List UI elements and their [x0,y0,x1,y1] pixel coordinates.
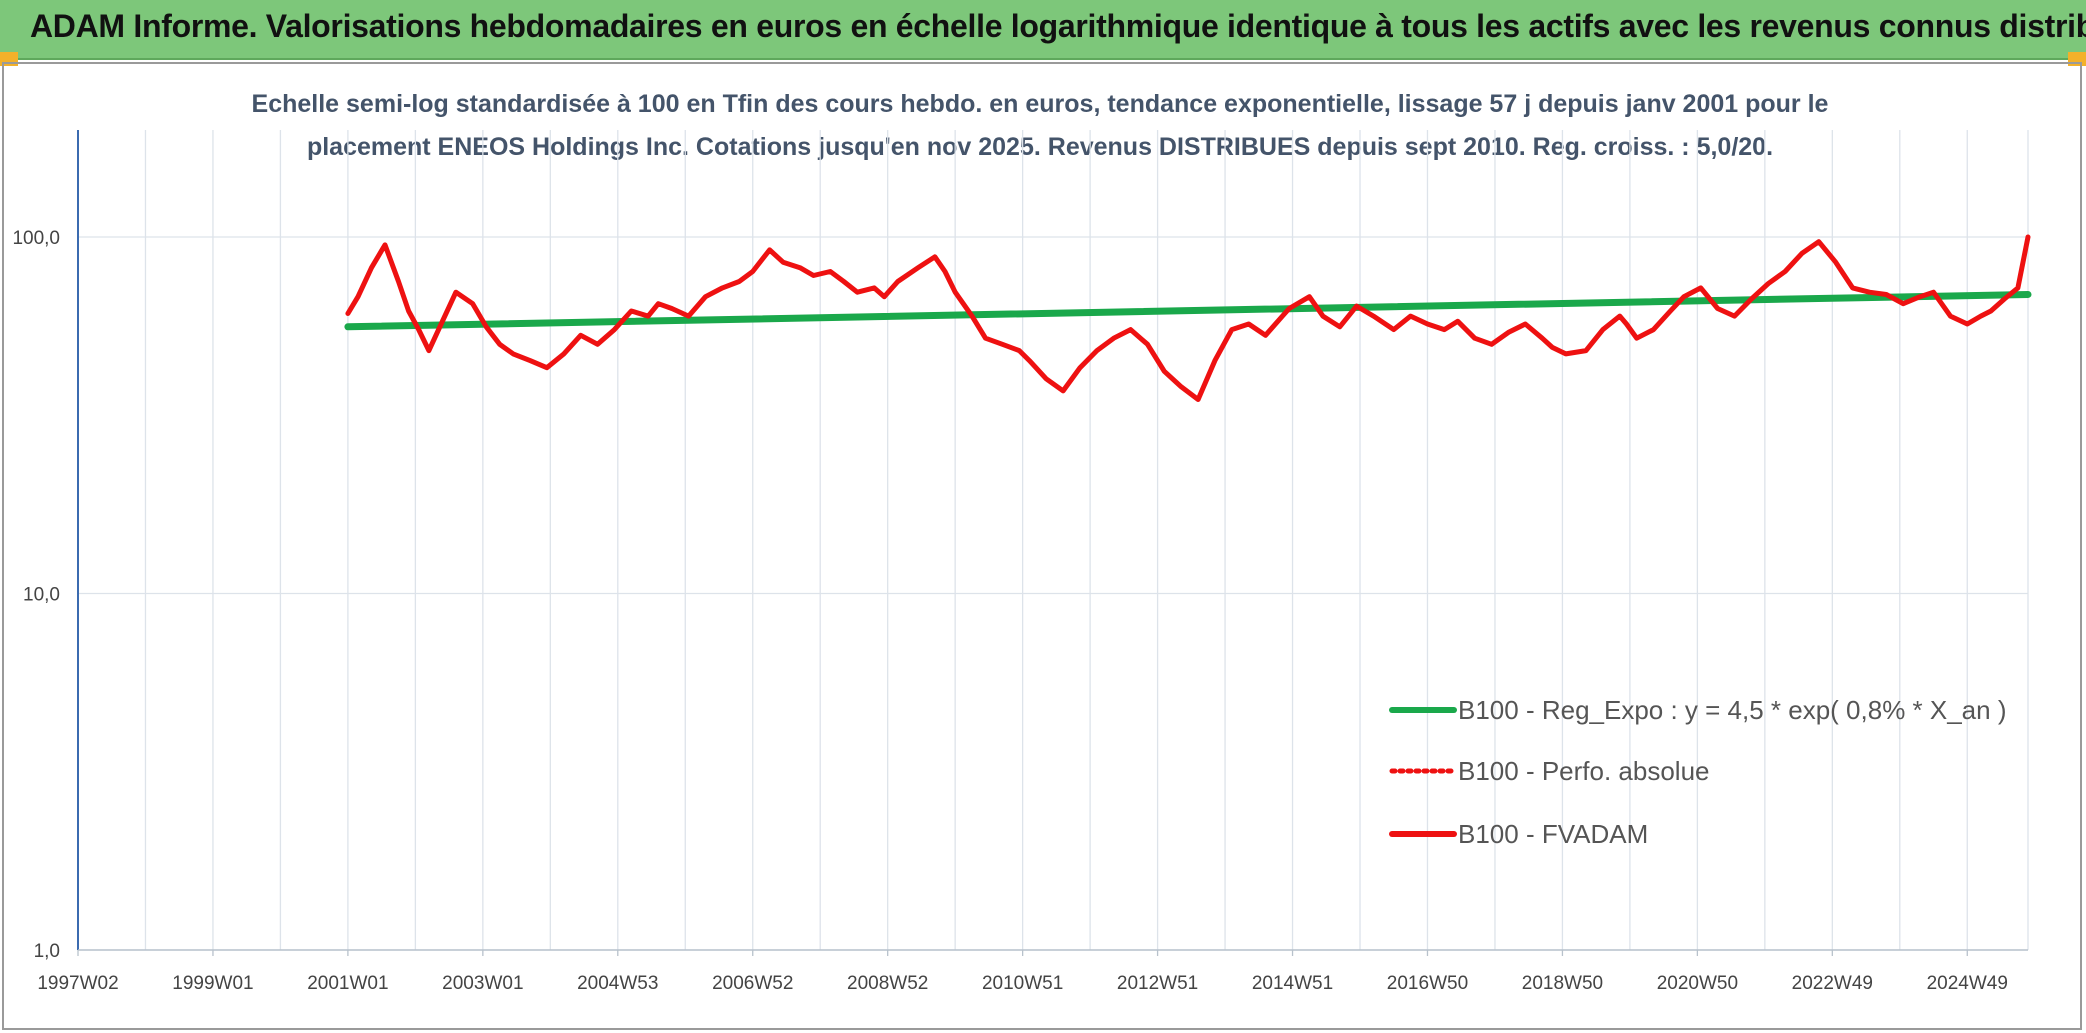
axis-layer: 1,0 10,0 100,0 1997W02 1999W01 2001W01 2003W01… [12,130,2028,994]
x-tick-label: 2010W51 [982,973,1063,994]
legend: B100 - Reg_Expo : y = 4,5 * exp( 0,8% * … [1389,695,2007,849]
x-tick-label: 2006W52 [712,973,793,994]
x-tick-label: 2008W52 [847,973,928,994]
trend-line-series [344,291,2032,331]
x-tick-label: 2020W50 [1657,973,1738,994]
x-tick-label: 2001W01 [307,973,388,994]
x-tick-label: 2016W50 [1387,973,1468,994]
legend-label: B100 - Reg_Expo : y = 4,5 * exp( 0,8% * … [1458,695,2007,725]
chart-title-line2: placement ENEOS Holdings Inc. Cotations … [306,133,1774,161]
legend-label: B100 - Perfo. absolue [1458,756,1710,786]
x-tick-label: 2014W51 [1252,973,1333,994]
x-tick-label: 2018W50 [1522,973,1603,994]
x-tick-label: 1999W01 [172,973,253,994]
legend-item-fvadam: B100 - FVADAM [1389,819,1648,849]
y-tick-label: 10,0 [23,585,60,606]
y-tick-label: 100,0 [12,228,60,249]
x-tick-label: 1997W02 [37,973,118,994]
grid-layer [78,130,2029,951]
series-layer [344,234,2032,402]
chart-frame [2,62,2082,1030]
x-tick-label: 2022W49 [1792,973,1873,994]
x-tick-label: 2024W49 [1927,973,2008,994]
page-header: ADAM Informe. Valorisations hebdomadaire… [0,0,2086,60]
x-tick-label: 2003W01 [442,973,523,994]
x-tick-label: 2012W51 [1117,973,1198,994]
y-tick-label: 1,0 [34,941,60,962]
x-tick-label: 2004W53 [577,973,658,994]
page-title: ADAM Informe. Valorisations hebdomadaire… [30,8,2086,44]
chart-title-line1: Echelle semi-log standardisée à 100 en T… [251,90,1829,118]
legend-label: B100 - FVADAM [1458,819,1648,849]
fvadam-line-series [345,234,2031,402]
legend-item-perfo-absolue: B100 - Perfo. absolue [1389,756,1710,786]
legend-item-reg-expo: B100 - Reg_Expo : y = 4,5 * exp( 0,8% * … [1389,695,2007,725]
